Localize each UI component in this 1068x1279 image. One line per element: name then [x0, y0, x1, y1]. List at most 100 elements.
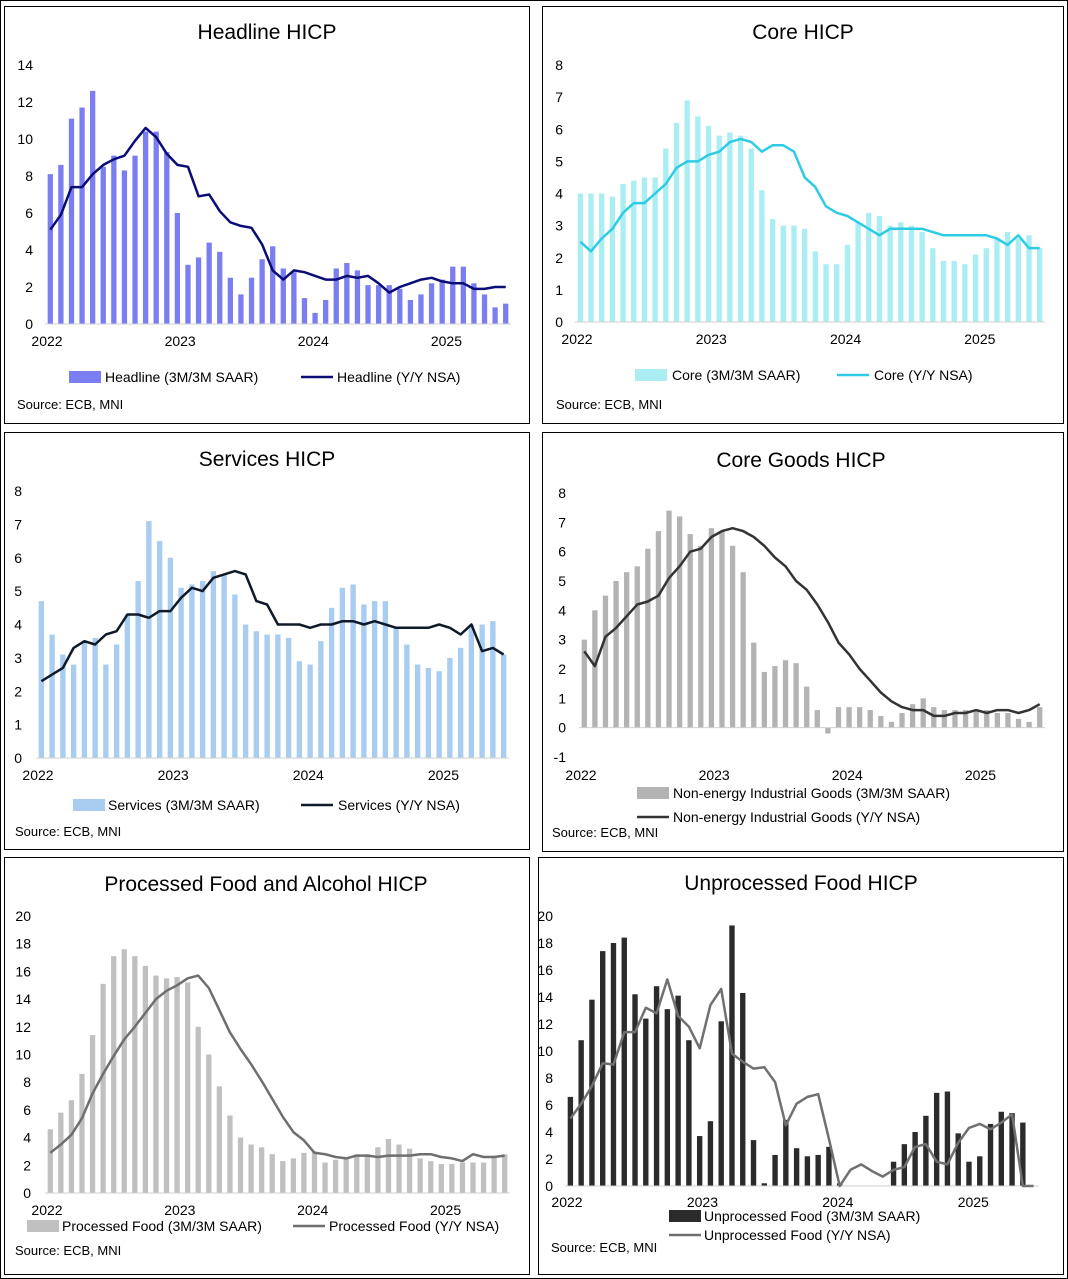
bar	[719, 531, 725, 728]
bar	[944, 1091, 951, 1186]
y-tick-label: 3	[558, 632, 566, 648]
bar	[238, 294, 244, 324]
bar	[503, 303, 509, 324]
bar	[354, 1154, 360, 1193]
bar	[952, 710, 958, 728]
bar	[621, 937, 627, 1186]
bar	[727, 132, 733, 322]
y-tick-label: 12	[15, 1019, 31, 1035]
y-tick-label: 16	[537, 962, 553, 978]
y-tick-label: 8	[14, 483, 22, 499]
bar	[436, 671, 442, 758]
bar	[259, 1147, 265, 1193]
bar	[217, 251, 223, 324]
bar	[311, 1151, 318, 1193]
bar	[973, 710, 979, 728]
bar	[350, 584, 356, 758]
bar	[602, 595, 609, 728]
bar	[253, 631, 260, 758]
bar	[174, 976, 180, 1193]
y-tick-label: 4	[23, 1130, 31, 1146]
y-tick-label: 8	[555, 57, 563, 73]
y-tick-label: 14	[537, 989, 553, 1005]
y-tick-label: 5	[558, 573, 566, 589]
bar	[492, 307, 498, 324]
bar	[866, 212, 872, 322]
bar	[846, 707, 852, 728]
bar	[898, 222, 904, 322]
source-note: Source: ECB, MNI	[551, 1240, 658, 1255]
x-tick-label: 2023	[687, 1194, 718, 1210]
bar	[899, 713, 905, 728]
bar	[459, 1162, 466, 1193]
bar	[675, 995, 681, 1186]
y-tick-label: 12	[537, 1016, 553, 1032]
y-tick-label: 16	[15, 963, 31, 979]
x-tick-label: 2023	[699, 767, 730, 783]
source-note: Source: ECB, MNI	[552, 825, 659, 840]
bar	[47, 174, 53, 324]
chart-title: Unprocessed Food HICP	[684, 872, 917, 895]
bar	[206, 242, 212, 324]
legend-line-label: Headline (Y/Y NSA)	[337, 369, 460, 385]
bar	[502, 1154, 508, 1193]
bar	[577, 193, 584, 322]
bar	[759, 190, 765, 322]
bar	[439, 279, 445, 324]
legend-bar-label: Unprocessed Food (3M/3M SAAR)	[704, 1208, 920, 1224]
bar	[270, 246, 276, 324]
bar	[600, 951, 606, 1186]
bar	[491, 1155, 497, 1193]
bar	[578, 1040, 584, 1186]
bar	[132, 956, 138, 1193]
y-tick-label: 0	[25, 316, 33, 332]
y-tick-label: 1	[558, 690, 566, 706]
bar	[740, 992, 746, 1186]
panel-coregoods: Core Goods HICP -1 0 1 2 3 4 5 6 7 8 2022 2023 2024 20…	[542, 432, 1064, 852]
bar	[195, 1026, 201, 1193]
bar	[923, 1115, 929, 1186]
source-note: Source: ECB, MNI	[15, 824, 122, 839]
panel-processed: Processed Food and Alcohol HICP 0 2 4 6 8 10 12…	[4, 857, 530, 1275]
bar	[428, 283, 435, 324]
y-tick-label: 18	[15, 936, 31, 952]
bar	[90, 90, 96, 325]
x-tick-label: 2022	[31, 1202, 62, 1218]
bar	[92, 637, 98, 758]
x-tick-label: 2024	[298, 333, 329, 349]
bar	[998, 1111, 1004, 1186]
bar	[666, 510, 672, 728]
y-tick-label: 0	[23, 1185, 31, 1201]
bar	[113, 644, 120, 758]
bar	[185, 982, 191, 1193]
chart-services: Services HICP 0 1 2 3 4 5 6 7 8 2022 2023 2024 2025 Se…	[14, 448, 509, 813]
y-tick-label: 0	[555, 314, 563, 330]
bar	[365, 285, 371, 324]
legend-line-label: Core (Y/Y NSA)	[874, 367, 973, 383]
bar	[780, 225, 786, 322]
y-tick-label: 5	[555, 153, 563, 169]
bar	[479, 624, 485, 758]
series-line	[49, 974, 505, 1163]
y-tick-label: 20	[537, 908, 553, 924]
bar	[940, 260, 947, 322]
bar	[185, 264, 191, 324]
bar	[237, 1137, 244, 1193]
bar	[79, 1073, 85, 1193]
bar	[867, 710, 873, 728]
y-tick-label: 7	[14, 516, 22, 532]
bar	[772, 1154, 778, 1186]
bar	[1026, 235, 1032, 322]
y-tick-label: 3	[14, 650, 22, 666]
legend-bar-label: Non-energy Industrial Goods (3M/3M SAAR)	[673, 785, 950, 801]
x-tick-label: 2023	[165, 333, 196, 349]
y-tick-label: 0	[545, 1178, 553, 1194]
bar	[645, 548, 651, 728]
bar	[599, 193, 605, 322]
bar	[919, 232, 925, 322]
bar	[111, 155, 117, 324]
x-tick-label: 2022	[22, 767, 53, 783]
y-tick-label: 6	[558, 544, 566, 560]
bar	[163, 978, 170, 1193]
bar	[972, 254, 979, 322]
